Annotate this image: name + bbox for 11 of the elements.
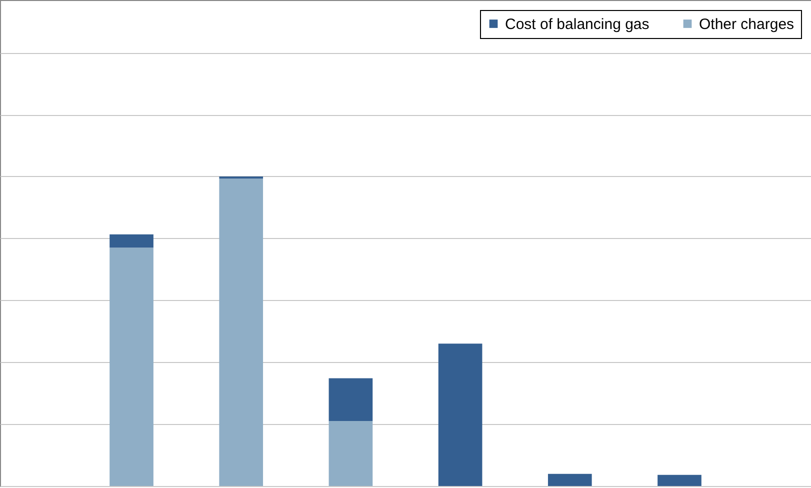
- legend-label: Other charges: [699, 16, 794, 33]
- bar: [328, 378, 373, 421]
- bar: [110, 234, 154, 248]
- bar: [110, 248, 154, 486]
- bar: [438, 344, 482, 486]
- bar: [548, 474, 592, 486]
- bar: [658, 474, 702, 486]
- bar: [219, 176, 264, 179]
- bar: [328, 420, 373, 486]
- bar: [219, 178, 264, 486]
- legend-label: Cost of balancing gas: [505, 16, 650, 33]
